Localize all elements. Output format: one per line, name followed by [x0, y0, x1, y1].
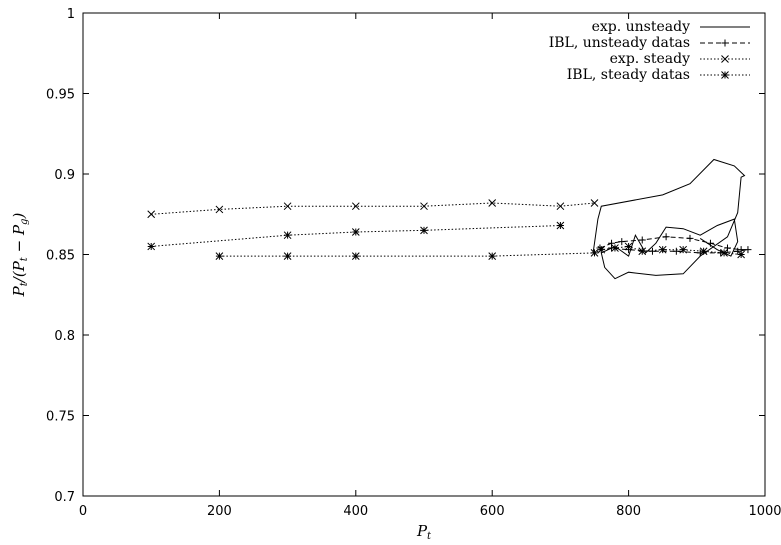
legend-label: exp. steady — [610, 51, 690, 67]
star-marker — [679, 245, 688, 254]
legend-entry: IBL, steady datas — [567, 67, 750, 83]
star-marker — [624, 242, 633, 251]
y-tick-label: 0.75 — [46, 410, 75, 425]
cross-marker — [556, 202, 565, 211]
star-marker — [488, 252, 497, 260]
y-tick-label: 0.7 — [54, 490, 75, 505]
star-marker — [283, 252, 292, 260]
series-3 — [147, 221, 565, 251]
x-tick-label: 200 — [207, 504, 232, 519]
star-marker — [721, 71, 729, 79]
x-tick-label: 1000 — [748, 504, 781, 519]
x-tick-label: 800 — [616, 504, 641, 519]
legend-label: IBL, unsteady datas — [549, 35, 690, 51]
legend-entry: exp. steady — [610, 51, 750, 67]
y-tick-label: 0.85 — [46, 249, 75, 264]
star-marker — [351, 228, 360, 236]
plus-marker — [744, 246, 752, 254]
star-marker — [420, 226, 428, 235]
cross-marker — [351, 202, 360, 211]
y-tick-label: 1 — [67, 7, 75, 22]
series-layer — [147, 158, 752, 280]
plus-marker — [648, 247, 656, 255]
y-tick-label: 0.9 — [54, 168, 75, 183]
cross-marker — [283, 202, 292, 211]
legend-entry: IBL, unsteady datas — [549, 35, 750, 51]
star-marker — [597, 245, 606, 254]
series-4 — [215, 242, 745, 260]
plus-marker — [686, 234, 694, 242]
plus-marker — [706, 239, 714, 247]
plus-marker — [723, 244, 731, 252]
star-marker — [611, 244, 619, 252]
series-line — [599, 236, 748, 254]
star-marker — [699, 247, 708, 256]
legend-entry: exp. unsteady — [592, 19, 750, 35]
series-line — [151, 225, 561, 247]
legend-label: IBL, steady datas — [567, 67, 690, 83]
x-tick-label: 400 — [343, 504, 368, 519]
series-line — [151, 202, 595, 215]
x-tick-label: 600 — [480, 504, 505, 519]
plus-marker — [721, 39, 729, 47]
star-marker — [283, 231, 292, 240]
legend-label: exp. unsteady — [592, 19, 690, 35]
star-marker — [556, 221, 565, 230]
star-marker — [351, 252, 360, 260]
y-axis-ticks: 0.7 0.75 0.8 0.85 0.9 0.95 1 — [46, 7, 765, 505]
x-tick-label: 0 — [79, 504, 87, 519]
plus-marker — [672, 247, 680, 255]
cross-marker — [721, 55, 729, 63]
star-marker — [658, 245, 667, 254]
star-marker — [737, 250, 745, 259]
star-marker — [638, 247, 647, 256]
series-line — [219, 245, 742, 257]
plus-marker — [618, 238, 626, 246]
plus-marker — [662, 233, 670, 241]
cross-marker — [488, 199, 497, 207]
x-axis-ticks: 0 200 400 600 800 1000 — [79, 13, 781, 519]
star-marker — [215, 252, 224, 260]
y-axis-label: Pt/(Pt − Pg) — [10, 213, 30, 298]
y-tick-label: 0.8 — [54, 329, 75, 344]
y-tick-label: 0.95 — [46, 88, 75, 103]
series-line — [592, 158, 746, 280]
star-marker — [590, 249, 599, 257]
cross-marker — [420, 202, 428, 211]
series-2 — [147, 199, 599, 219]
cross-marker — [590, 199, 599, 207]
cross-marker — [147, 210, 156, 219]
plus-marker — [638, 236, 646, 244]
star-marker — [147, 242, 156, 251]
series-0 — [592, 158, 746, 280]
cross-marker — [215, 205, 224, 214]
star-marker — [720, 249, 728, 257]
